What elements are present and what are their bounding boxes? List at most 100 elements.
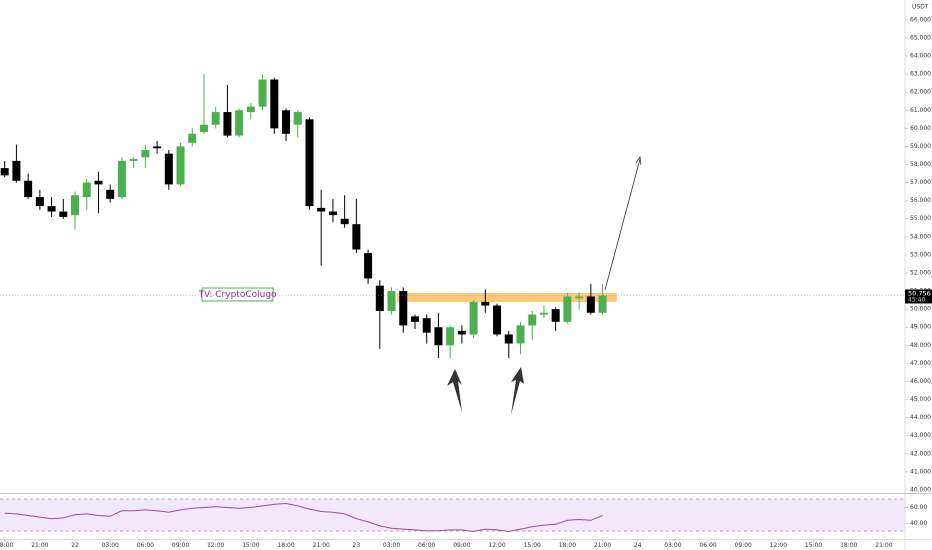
candle-body [364,253,373,279]
rsi-line [4,502,603,533]
y-tick-label: 40.00 [910,520,927,527]
y-tick-label: 62.000 [910,89,931,96]
candle-body [0,168,9,176]
candle-body [141,150,150,158]
last-price-label: 50.756 [908,289,931,297]
candle-body [258,79,267,107]
candle-body [270,79,279,129]
x-tick-label: 06:00 [137,542,154,549]
candle-body [422,318,431,333]
y-tick-label: 48.000 [910,342,931,349]
candle-body [129,159,138,161]
candle-body [282,110,291,134]
arrow-up [447,369,462,412]
x-tick-label: 09:00 [172,542,189,549]
candle-body [457,330,466,335]
y-tick-label: 64.000 [910,53,931,60]
candle-body [516,325,525,344]
resistance-zone [397,293,617,302]
target-arrowhead [635,155,642,166]
candle-body [387,291,396,311]
annotation: TV: CryptoColugo [197,290,277,300]
y-tick-label: 65.000 [910,34,931,41]
y-tick-label: 40.000 [910,486,931,493]
candle-body [481,301,490,306]
x-tick-label: 15:00 [805,542,822,549]
rsi-band [0,499,905,531]
x-tick-label: 12:00 [488,542,505,549]
candle-body [293,112,302,125]
candle-body [94,180,103,185]
x-tick-label: 15:00 [242,542,259,549]
y-tick-label: 53.000 [910,251,931,258]
x-tick-label: 18:00 [0,542,14,549]
candle-body [305,119,314,207]
candle-body [340,218,349,225]
candle-body [176,146,185,185]
candle-body [59,211,68,217]
x-tick-label: 03:00 [664,542,681,549]
y-tick-label: 49.000 [910,324,931,331]
x-tick-label: 09:00 [453,542,470,549]
candle-body [164,153,173,185]
candle-body [188,133,197,143]
candle-body [504,334,513,344]
y-tick-label: 60.00 [910,504,927,511]
y-tick-label: 56.000 [910,197,931,204]
x-tick-label: 18:00 [840,542,857,549]
target-arrow [604,158,641,291]
annotation-box [201,287,274,302]
y-tick-label: 55.000 [910,215,931,222]
x-tick-label: 23 [353,542,361,549]
y-tick-label: 60.000 [910,125,931,132]
candle-body [493,305,502,335]
candle-body [47,206,56,212]
y-tick-label: 47.000 [910,360,931,367]
y-tick-label: 46.000 [910,378,931,385]
y-tick-label: 61.000 [910,107,931,114]
y-tick-label: 58.000 [910,161,931,168]
candle-body [598,295,607,313]
candle-body [410,316,419,322]
y-tick-label: 63.000 [910,71,931,78]
x-tick-label: 24 [634,542,642,549]
y-tick-label: 66.000 [910,16,931,23]
x-tick-label: 12:00 [207,542,224,549]
x-tick-label: 18:00 [277,542,294,549]
y-tick-label: 50.000 [910,306,931,313]
candle-body [106,189,115,199]
candle-body [211,112,220,125]
y-tick-label: 57.000 [910,179,931,186]
x-tick-label: 21:00 [875,542,892,549]
candle-body [563,296,572,322]
candle-body [586,296,595,313]
candle-body [469,301,478,335]
candle-body [352,224,361,250]
x-tick-label: 21:00 [313,542,330,549]
last-price-tag [905,289,932,304]
x-tick-label: 18:00 [559,542,576,549]
candle-body [551,309,560,322]
candle-body [528,314,537,326]
x-tick-label: 22 [71,542,79,549]
x-tick-label: 06:00 [699,542,716,549]
x-tick-label: 09:00 [735,542,752,549]
x-tick-label: 03:00 [102,542,119,549]
candle-body [117,160,126,198]
y-tick-label: 59.000 [910,143,931,150]
candle-body [539,312,548,315]
candle-body [375,285,384,311]
x-tick-label: 15:00 [524,542,541,549]
x-tick-label: 06:00 [418,542,435,549]
candle-body [235,110,244,136]
candle-body [575,296,584,299]
x-tick-label: 03:00 [383,542,400,549]
candle-body [223,112,232,136]
countdown: 45:40 [908,296,925,303]
candle-body [246,106,255,113]
arrow-up [511,367,524,415]
x-tick-label: 12:00 [770,542,787,549]
y-tick-label: 54.000 [910,233,931,240]
